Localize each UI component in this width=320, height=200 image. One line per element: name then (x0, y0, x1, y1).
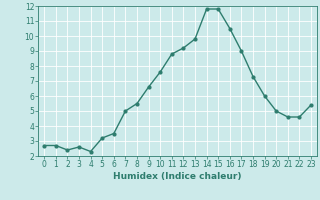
X-axis label: Humidex (Indice chaleur): Humidex (Indice chaleur) (113, 172, 242, 181)
